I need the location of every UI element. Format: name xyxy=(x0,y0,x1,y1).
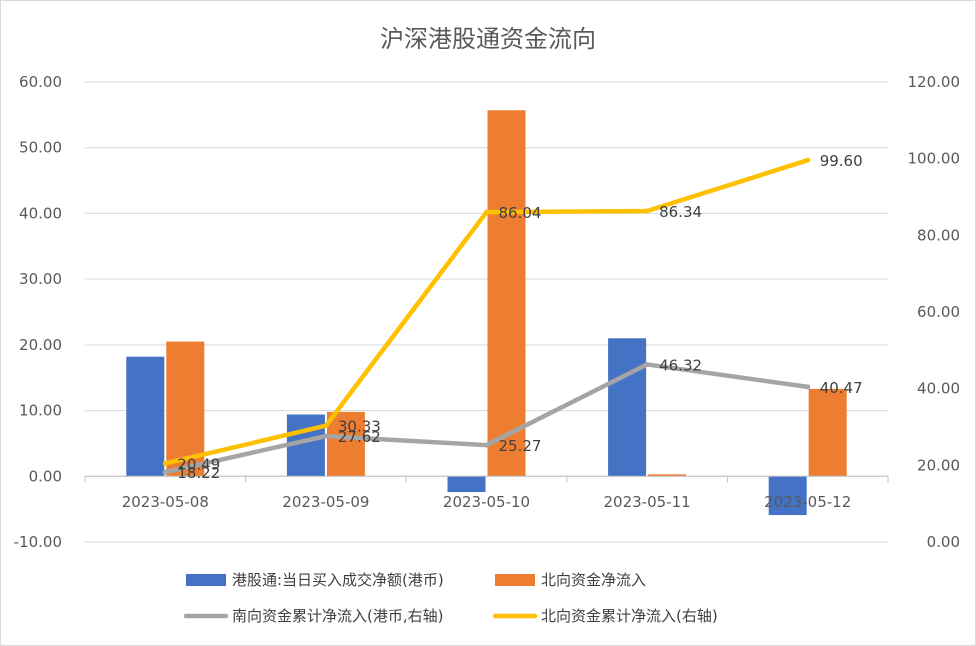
bar-northbound-daily xyxy=(487,110,526,477)
legend-swatch xyxy=(186,574,226,586)
line-point xyxy=(484,209,489,215)
y-right-tick-label: 60.00 xyxy=(917,303,960,321)
y-left-tick-label: 10.00 xyxy=(19,402,62,420)
bar-northbound-daily xyxy=(326,411,365,477)
legend-label: 港股通:当日买入成交净额(港币) xyxy=(232,571,444,589)
y-right-tick-label: 120.00 xyxy=(908,73,961,91)
legend-label: 北向资金累计净流入(右轴) xyxy=(541,607,718,625)
x-tick-label: 2023-05-08 xyxy=(122,493,209,511)
data-label: 25.27 xyxy=(499,437,542,455)
line-northbound-cumulative xyxy=(163,157,810,466)
data-label: 40.47 xyxy=(820,379,863,397)
y-left-tick-label: 20.00 xyxy=(19,336,62,354)
y-left-tick-label: 0.00 xyxy=(29,467,62,485)
line-point xyxy=(805,384,811,390)
bar-southbound-daily xyxy=(608,338,647,477)
line-point xyxy=(162,460,168,466)
bars xyxy=(126,110,847,516)
x-tick-label: 2023-05-10 xyxy=(443,493,530,511)
line-point xyxy=(484,442,489,448)
line-point xyxy=(323,423,329,429)
y-right-tick-label: 0.00 xyxy=(927,533,960,551)
line-point xyxy=(805,157,811,163)
y-left-tick-label: 60.00 xyxy=(19,73,62,91)
y-right-tick-label: 100.00 xyxy=(908,150,961,168)
data-label: 27.62 xyxy=(338,428,381,446)
y-right-tick-label: 80.00 xyxy=(917,226,960,244)
axes: 60.00 50.00 40.00 30.00 20.00 10.00 0.00 -10.00… xyxy=(14,73,960,551)
x-tick-label: 2023-05-12 xyxy=(764,493,851,511)
line-point xyxy=(162,469,168,475)
data-label: 18.22 xyxy=(177,464,220,482)
data-label: 86.04 xyxy=(499,204,542,222)
line-point xyxy=(644,361,650,367)
line-southbound-cumulative xyxy=(163,362,810,475)
bar-northbound-daily xyxy=(648,474,687,477)
data-label: 46.32 xyxy=(659,356,702,374)
legend-swatch xyxy=(495,574,535,586)
bar-southbound-daily xyxy=(768,476,807,516)
legend-label: 北向资金净流入 xyxy=(541,571,646,589)
data-label: 86.34 xyxy=(659,203,702,221)
chart-title: 沪深港股通资金流向 xyxy=(380,25,596,53)
bar-southbound-daily xyxy=(126,356,165,477)
data-label: 30.33 xyxy=(338,418,381,436)
lines xyxy=(162,157,811,475)
data-labels: 18.22 27.62 25.27 46.32 40.47 20.49 30.33 86.04… xyxy=(177,152,862,482)
bar-northbound-daily xyxy=(808,388,847,477)
legend-label: 南向资金累计净流入(港币,右轴) xyxy=(232,607,443,625)
y-left-tick-label: 30.00 xyxy=(19,270,62,288)
line-point xyxy=(644,208,650,214)
x-tick-label: 2023-05-09 xyxy=(282,493,369,511)
y-left-tick-label: 40.00 xyxy=(19,204,62,222)
line-point xyxy=(323,433,329,439)
bar-southbound-daily xyxy=(447,476,486,493)
y-right-tick-label: 20.00 xyxy=(917,456,960,474)
y-left-tick-label: 50.00 xyxy=(19,139,62,157)
y-right-tick-label: 40.00 xyxy=(917,380,960,398)
x-tick-label: 2023-05-11 xyxy=(604,493,691,511)
data-label: 20.49 xyxy=(177,455,220,473)
data-label: 99.60 xyxy=(820,152,863,170)
y-left-tick-label: -10.00 xyxy=(14,533,62,551)
